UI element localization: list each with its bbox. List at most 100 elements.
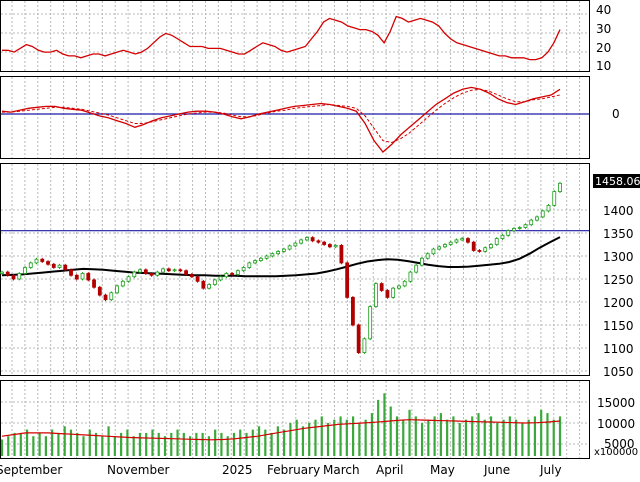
volume-tick-label: 10000: [597, 417, 635, 431]
candle-body: [460, 238, 465, 241]
candle-body: [132, 271, 137, 278]
candle-body: [17, 273, 22, 280]
candle-body: [172, 269, 177, 272]
candle-body: [230, 273, 235, 275]
rsi-line: [2, 15, 561, 61]
candle-body: [155, 271, 160, 276]
macd-panel: [1, 86, 589, 153]
candle-body: [379, 283, 384, 291]
candle-body: [195, 276, 200, 282]
candle-body: [391, 287, 396, 298]
candle-body: [345, 262, 350, 298]
candle-body: [408, 271, 413, 282]
volume-axis: 15000 10000 5000 x100000: [594, 396, 638, 458]
candle-body: [420, 257, 424, 266]
candle-body: [161, 268, 165, 273]
candle-body: [109, 292, 114, 301]
price-tick-label: 1350: [603, 227, 634, 241]
moving-average-line: [1, 236, 561, 278]
rsi-tick-label: 40: [596, 3, 611, 17]
vertical-gridlines: [11, 1, 581, 458]
price-tick-label: 1200: [603, 296, 634, 310]
month-label: November: [107, 463, 169, 477]
candle-body: [46, 261, 50, 265]
month-label: February: [267, 463, 320, 477]
candle-body: [23, 267, 27, 274]
candle-body: [299, 239, 304, 244]
price-tick-label: 1100: [603, 342, 634, 356]
rsi-tick-label: 30: [596, 22, 611, 36]
month-label: 2025: [222, 463, 253, 477]
candle-body: [241, 267, 246, 272]
candle-body: [385, 290, 390, 298]
rsi-tick-label: 20: [596, 41, 611, 55]
volume-tick-label: 5000: [604, 437, 635, 451]
candle-body: [494, 238, 499, 245]
last-price-badge: 1458.060: [593, 174, 640, 188]
candle-body: [51, 263, 56, 268]
candle-body: [540, 210, 545, 218]
candle-body: [327, 244, 332, 248]
candle-body: [143, 269, 148, 274]
candle-body: [235, 270, 240, 275]
candle-body: [362, 338, 367, 353]
candle-body: [276, 250, 281, 255]
candle-body: [34, 258, 39, 264]
candle-body: [166, 268, 171, 272]
macd-line: [1, 86, 561, 153]
candle-body: [207, 284, 211, 289]
x-axis-months: September November 2025 February March A…: [0, 463, 562, 477]
candle-body: [322, 241, 327, 245]
price-axis: 1400 1350 1300 1250 1200 1150 1100 1050: [603, 204, 634, 379]
candle-body: [310, 237, 315, 242]
month-label: April: [376, 463, 403, 477]
candle-body: [28, 262, 33, 268]
candle-body: [40, 258, 45, 262]
candle-body: [523, 224, 528, 228]
candle-body: [506, 230, 511, 236]
candle-body: [149, 273, 154, 276]
macd-tick-label: 0: [612, 107, 620, 121]
candle-body: [374, 283, 378, 308]
candle-body: [270, 253, 275, 257]
candle-body: [253, 260, 258, 264]
candle-body: [189, 273, 194, 278]
candle-body: [546, 204, 551, 212]
candle-body: [103, 294, 108, 301]
candle-body: [224, 273, 229, 278]
candle-body: [126, 276, 131, 282]
price-tick-label: 1050: [603, 365, 634, 379]
candle-body: [138, 269, 142, 273]
month-label: June: [483, 463, 510, 477]
volume-multiplier-label: x100000: [594, 447, 638, 458]
volume-ma-line: [1, 419, 561, 441]
month-label: May: [430, 463, 455, 477]
candle-body: [258, 257, 263, 261]
candle-body: [57, 264, 62, 268]
candle-body: [86, 273, 91, 281]
candle-body: [92, 279, 96, 288]
price-tick-label: 1400: [603, 204, 634, 218]
candle-body: [287, 245, 292, 250]
volume-panel: [0, 393, 589, 456]
candle-body: [333, 245, 338, 248]
candle-body: [120, 280, 125, 287]
candle-body: [425, 253, 430, 259]
candle-body: [512, 227, 516, 232]
candle-body: [281, 248, 286, 252]
candle-body: [443, 244, 447, 248]
macd-axis: 0: [612, 107, 620, 121]
candle-body: [178, 269, 183, 272]
candle-body: [212, 279, 217, 285]
candle-body: [247, 262, 252, 268]
candle-body: [218, 276, 223, 281]
rsi-tick-label: 10: [596, 59, 611, 73]
candle-body: [339, 245, 344, 264]
candle-body: [0, 271, 4, 274]
candle-body: [477, 250, 482, 252]
candle-body: [454, 239, 459, 243]
candle-body: [351, 296, 355, 326]
candle-body: [466, 238, 470, 243]
candle-body: [5, 271, 10, 276]
